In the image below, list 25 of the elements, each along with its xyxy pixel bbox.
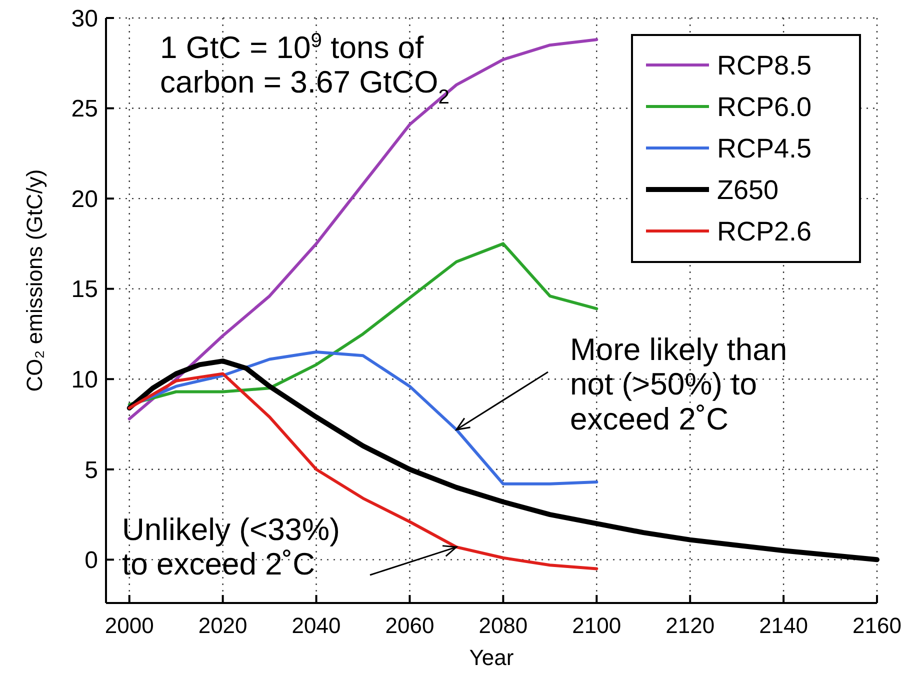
legend-label: RCP8.5 — [717, 50, 812, 80]
x-tick-label: 2020 — [198, 613, 248, 638]
legend-label: RCP2.6 — [717, 216, 812, 246]
x-tick-label: 2040 — [292, 613, 341, 638]
x-tick-label: 2140 — [759, 613, 808, 638]
annotation: Unlikely (<33%) to exceed 2˚C — [122, 512, 340, 582]
x-tick-label: 2100 — [572, 613, 622, 638]
legend-label: RCP4.5 — [717, 133, 812, 164]
y-tick-label: 15 — [71, 276, 98, 304]
x-tick-label: 2120 — [666, 613, 715, 638]
y-tick-label: 25 — [71, 96, 98, 123]
y-tick-label: 5 — [84, 456, 98, 484]
y-tick-label: 20 — [71, 186, 98, 213]
x-tick-label: 2160 — [852, 613, 902, 638]
x-tick-label: 2000 — [104, 613, 154, 638]
y-axis-title: CO₂ emissions (GtC/y) — [22, 169, 47, 392]
y-tick-label: 30 — [71, 5, 98, 32]
x-tick-label: 2080 — [478, 613, 528, 638]
y-tick-label: 0 — [84, 547, 98, 574]
y-tick-label: 10 — [71, 366, 98, 394]
x-tick-label: 2060 — [385, 613, 434, 638]
legend-label: RCP6.0 — [717, 92, 812, 122]
annotation: More likely than not (>50%) to exceed 2˚C — [570, 332, 788, 436]
legend-label: Z650 — [717, 174, 779, 205]
x-axis-title: Year — [469, 645, 514, 670]
